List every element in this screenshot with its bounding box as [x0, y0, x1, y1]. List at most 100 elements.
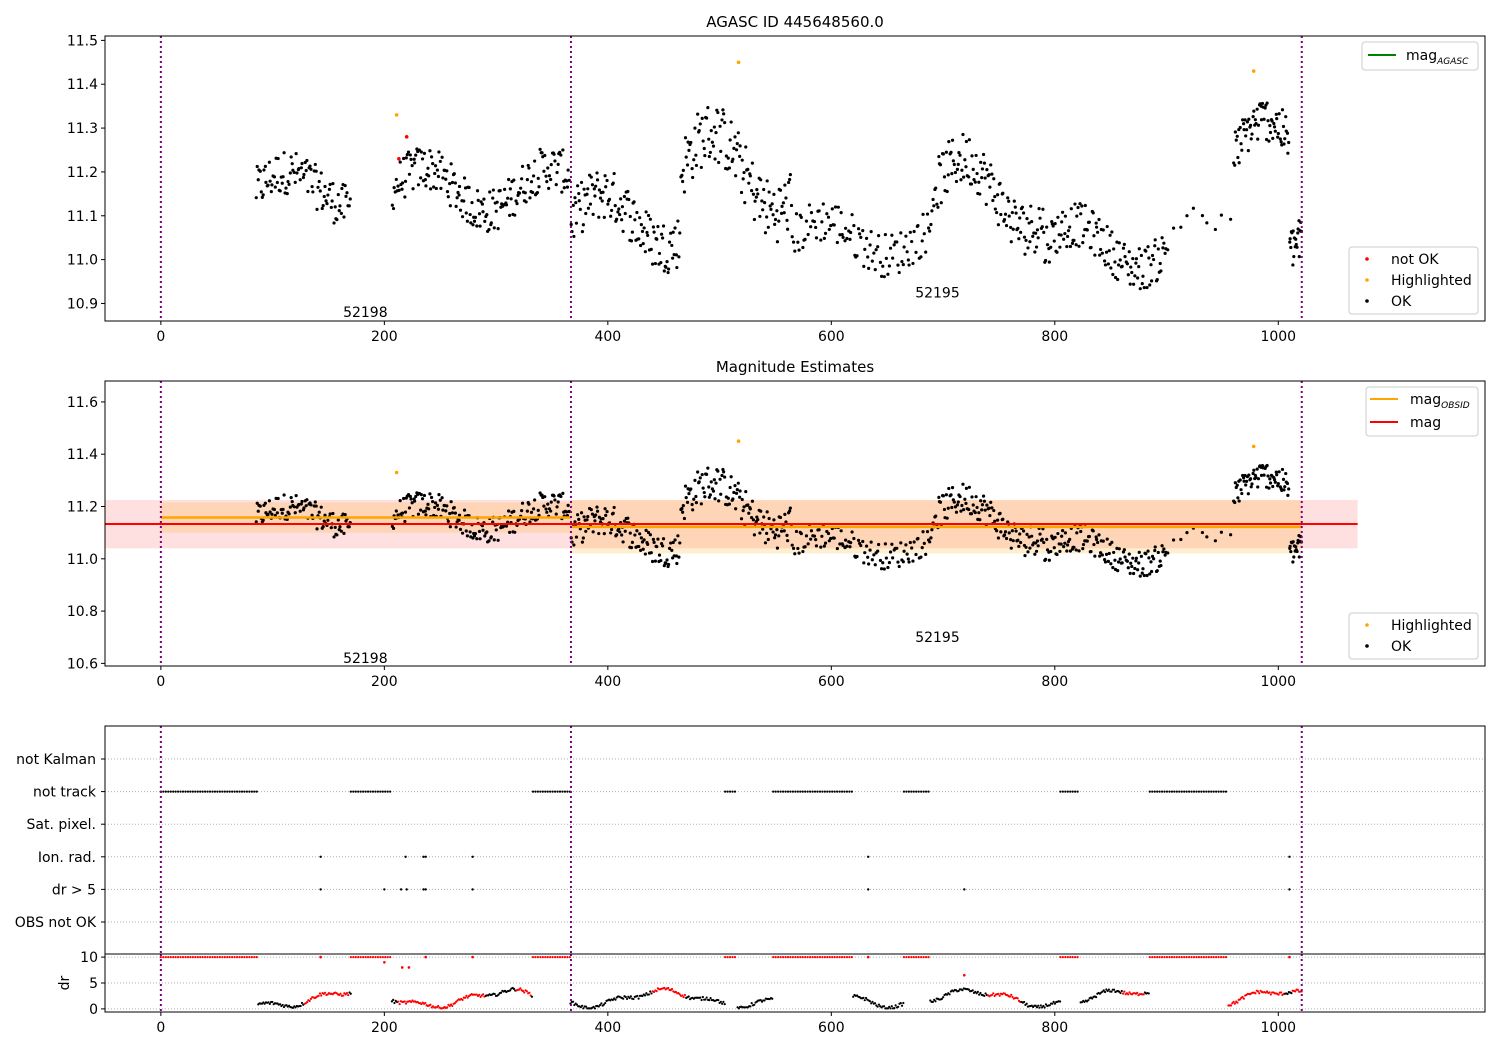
ok-point [1288, 237, 1292, 241]
ok-point [1111, 272, 1115, 277]
ok-point [677, 555, 681, 559]
ok-point [543, 495, 547, 499]
ok-point [549, 509, 553, 513]
dr-clipped-point [1158, 956, 1161, 959]
ok-point [413, 499, 417, 503]
dr-red-point [446, 1006, 449, 1009]
ok-point [1179, 537, 1183, 542]
ok-point [1191, 206, 1196, 210]
p4-ytick-label: 10 [80, 950, 98, 966]
ok-point [1242, 479, 1246, 483]
ok-point [536, 176, 540, 180]
ok-point [338, 204, 342, 208]
ok-point [689, 140, 693, 145]
ok-point [1179, 225, 1183, 229]
ok-point [627, 197, 631, 202]
ok-point [735, 142, 739, 146]
dr-red-point [383, 960, 386, 964]
ok-point [919, 255, 923, 259]
ok-point [633, 533, 637, 537]
ok-point [929, 536, 933, 540]
ok-point [738, 495, 742, 499]
ok-point [921, 530, 925, 534]
not-track-point [167, 790, 170, 793]
ok-point [832, 536, 836, 540]
ok-point [734, 174, 738, 178]
dr-ok-point [749, 1005, 752, 1008]
ok-point [1253, 118, 1257, 122]
ok-point [454, 525, 458, 529]
ok-point [420, 157, 425, 161]
ok-point [1034, 245, 1039, 249]
ok-point [549, 163, 553, 167]
ok-point [1002, 217, 1007, 222]
ok-point [928, 540, 932, 544]
ok-point [320, 206, 324, 211]
not-track-point [1160, 790, 1164, 793]
dr-ok-point [636, 994, 639, 998]
ok-point [1112, 550, 1116, 555]
legend-label: Highlighted [1391, 273, 1472, 289]
ok-point [783, 512, 787, 516]
ok-point [652, 230, 656, 234]
ok-point [287, 512, 291, 516]
not-track-point [777, 790, 780, 793]
ok-point [928, 229, 932, 233]
dr-red-point [683, 993, 686, 997]
ok-point [886, 565, 890, 570]
ok-point [775, 546, 780, 550]
dr-ok-point [1035, 1006, 1039, 1009]
ok-point [862, 264, 866, 268]
ok-point [661, 537, 666, 541]
ok-point [540, 151, 544, 155]
ok-point [977, 180, 981, 184]
ok-point [416, 512, 421, 516]
ok-point [1028, 240, 1032, 244]
ok-point [1139, 253, 1143, 258]
ok-point [492, 538, 496, 542]
ok-point [1138, 287, 1142, 291]
ok-point [1136, 568, 1140, 572]
dr-clipped-point [813, 956, 817, 959]
dr-clipped-point [250, 956, 253, 959]
ok-point [616, 210, 620, 214]
ok-point [1104, 250, 1109, 254]
ok-point [734, 507, 738, 511]
dr-clipped-point [541, 956, 544, 959]
ok-point [754, 195, 758, 199]
dr-red-point [453, 1002, 456, 1005]
dr-clipped-point [816, 956, 819, 959]
ok-point [506, 196, 510, 200]
ok-point [1235, 483, 1239, 487]
ok-point [1105, 537, 1109, 541]
ok-point [1087, 534, 1091, 539]
dr-clipped-point [840, 956, 844, 959]
ok-point [912, 229, 916, 234]
ok-point [788, 509, 792, 513]
ok-point [407, 506, 412, 510]
not-track-point [379, 790, 382, 793]
ok-point [440, 496, 444, 500]
ok-point [1094, 221, 1098, 225]
dr-clipped-point [253, 956, 256, 959]
dr-red-point [345, 991, 349, 995]
ok-point [1291, 560, 1295, 564]
ok-point [890, 233, 894, 237]
ok-point [650, 559, 655, 564]
ok-point [720, 118, 724, 122]
ok-point [936, 205, 940, 209]
dr-ok-point [1059, 1000, 1062, 1003]
ok-point [343, 513, 347, 517]
ok-point [322, 519, 326, 523]
ok-point [258, 169, 262, 173]
ok-point [340, 186, 344, 191]
ok-point [868, 548, 872, 552]
dr-clipped-point [162, 956, 165, 959]
ok-point [759, 509, 763, 513]
ok-point [1153, 545, 1157, 549]
ok-point [984, 202, 988, 207]
ok-point [686, 140, 690, 144]
ok-point [954, 179, 959, 184]
not-track-point [799, 790, 802, 793]
ok-point [766, 225, 770, 229]
